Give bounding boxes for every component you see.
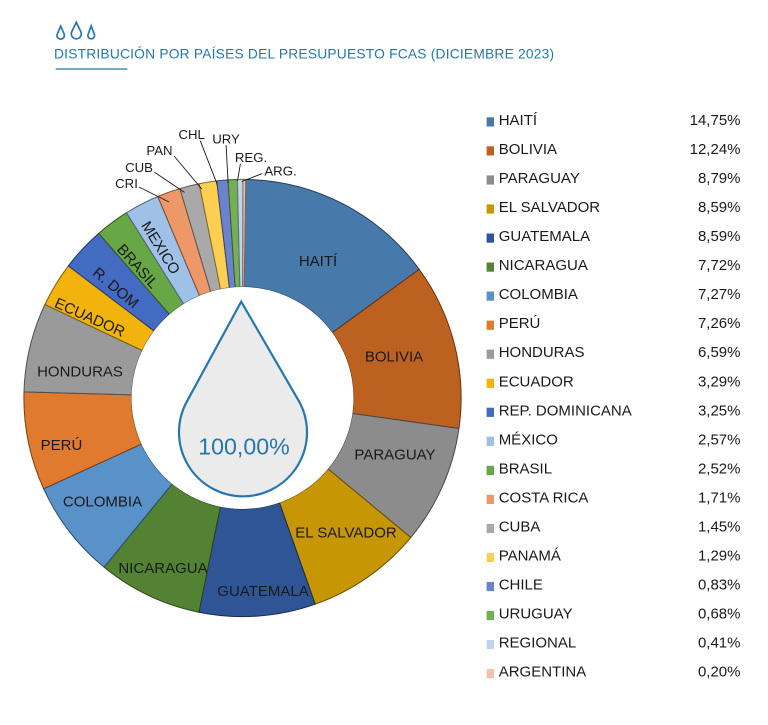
svg-text:NICARAGUA: NICARAGUA [499,257,588,274]
svg-text:CRI: CRI [115,176,138,191]
svg-text:PANAMÁ: PANAMÁ [499,548,561,565]
svg-text:URY: URY [212,131,240,146]
svg-text:0,83%: 0,83% [698,577,741,594]
svg-text:HONDURAS: HONDURAS [499,344,585,361]
svg-text:BOLIVIA: BOLIVIA [365,348,423,365]
svg-text:REGIONAL: REGIONAL [499,635,577,652]
svg-text:GUATEMALA: GUATEMALA [217,583,308,600]
svg-text:URUGUAY: URUGUAY [499,606,573,623]
svg-text:HONDURAS: HONDURAS [37,363,123,380]
svg-text:PARAGUAY: PARAGUAY [499,170,580,187]
svg-text:6,59%: 6,59% [698,344,741,361]
svg-text:8,59%: 8,59% [698,228,741,245]
svg-text:1,45%: 1,45% [698,519,741,536]
svg-text:ARG.: ARG. [264,164,296,179]
svg-text:7,26%: 7,26% [698,315,741,332]
svg-text:0,41%: 0,41% [698,635,741,652]
svg-text:PAN: PAN [146,143,172,158]
svg-text:CHL: CHL [179,127,205,142]
svg-text:NICARAGUA: NICARAGUA [118,560,207,577]
svg-text:REP. DOMINICANA: REP. DOMINICANA [499,402,632,419]
svg-text:REG.: REG. [235,150,267,165]
svg-text:COSTA RICA: COSTA RICA [499,489,589,506]
svg-text:8,79%: 8,79% [698,170,741,187]
svg-text:1,71%: 1,71% [698,489,741,506]
svg-text:EL SALVADOR: EL SALVADOR [499,199,601,216]
svg-text:8,59%: 8,59% [698,199,741,216]
svg-text:ARGENTINA: ARGENTINA [499,664,587,681]
svg-text:BRASIL: BRASIL [499,460,552,477]
svg-text:0,68%: 0,68% [698,606,741,623]
svg-text:3,29%: 3,29% [698,373,741,390]
svg-text:7,27%: 7,27% [698,286,741,303]
svg-text:PARAGUAY: PARAGUAY [354,446,435,463]
svg-text:2,57%: 2,57% [698,431,741,448]
svg-text:EL SALVADOR: EL SALVADOR [295,524,397,541]
svg-text:COLOMBIA: COLOMBIA [63,493,142,510]
svg-text:BOLIVIA: BOLIVIA [499,141,557,158]
svg-text:CUBA: CUBA [499,519,541,536]
svg-text:7,72%: 7,72% [698,257,741,274]
svg-text:HAITÍ: HAITÍ [299,253,338,270]
svg-text:2,52%: 2,52% [698,460,741,477]
svg-text:1,29%: 1,29% [698,548,741,565]
svg-text:ECUADOR: ECUADOR [499,373,574,390]
svg-text:DISTRIBUCIÓN POR PAÍSES DEL PR: DISTRIBUCIÓN POR PAÍSES DEL PRESUPUESTO … [54,46,554,62]
svg-text:PERÚ: PERÚ [41,437,83,454]
svg-text:0,20%: 0,20% [698,664,741,681]
svg-text:MÉXICO: MÉXICO [499,431,558,448]
svg-text:12,24%: 12,24% [690,141,741,158]
svg-text:3,25%: 3,25% [698,402,741,419]
svg-text:COLOMBIA: COLOMBIA [499,286,578,303]
svg-text:HAITÍ: HAITÍ [499,112,538,129]
svg-text:14,75%: 14,75% [690,112,741,129]
svg-text:CHILE: CHILE [499,577,543,594]
svg-text:100,00%: 100,00% [198,433,290,459]
svg-text:PERÚ: PERÚ [499,315,541,332]
svg-text:GUATEMALA: GUATEMALA [499,228,590,245]
svg-text:CUB: CUB [125,160,153,175]
